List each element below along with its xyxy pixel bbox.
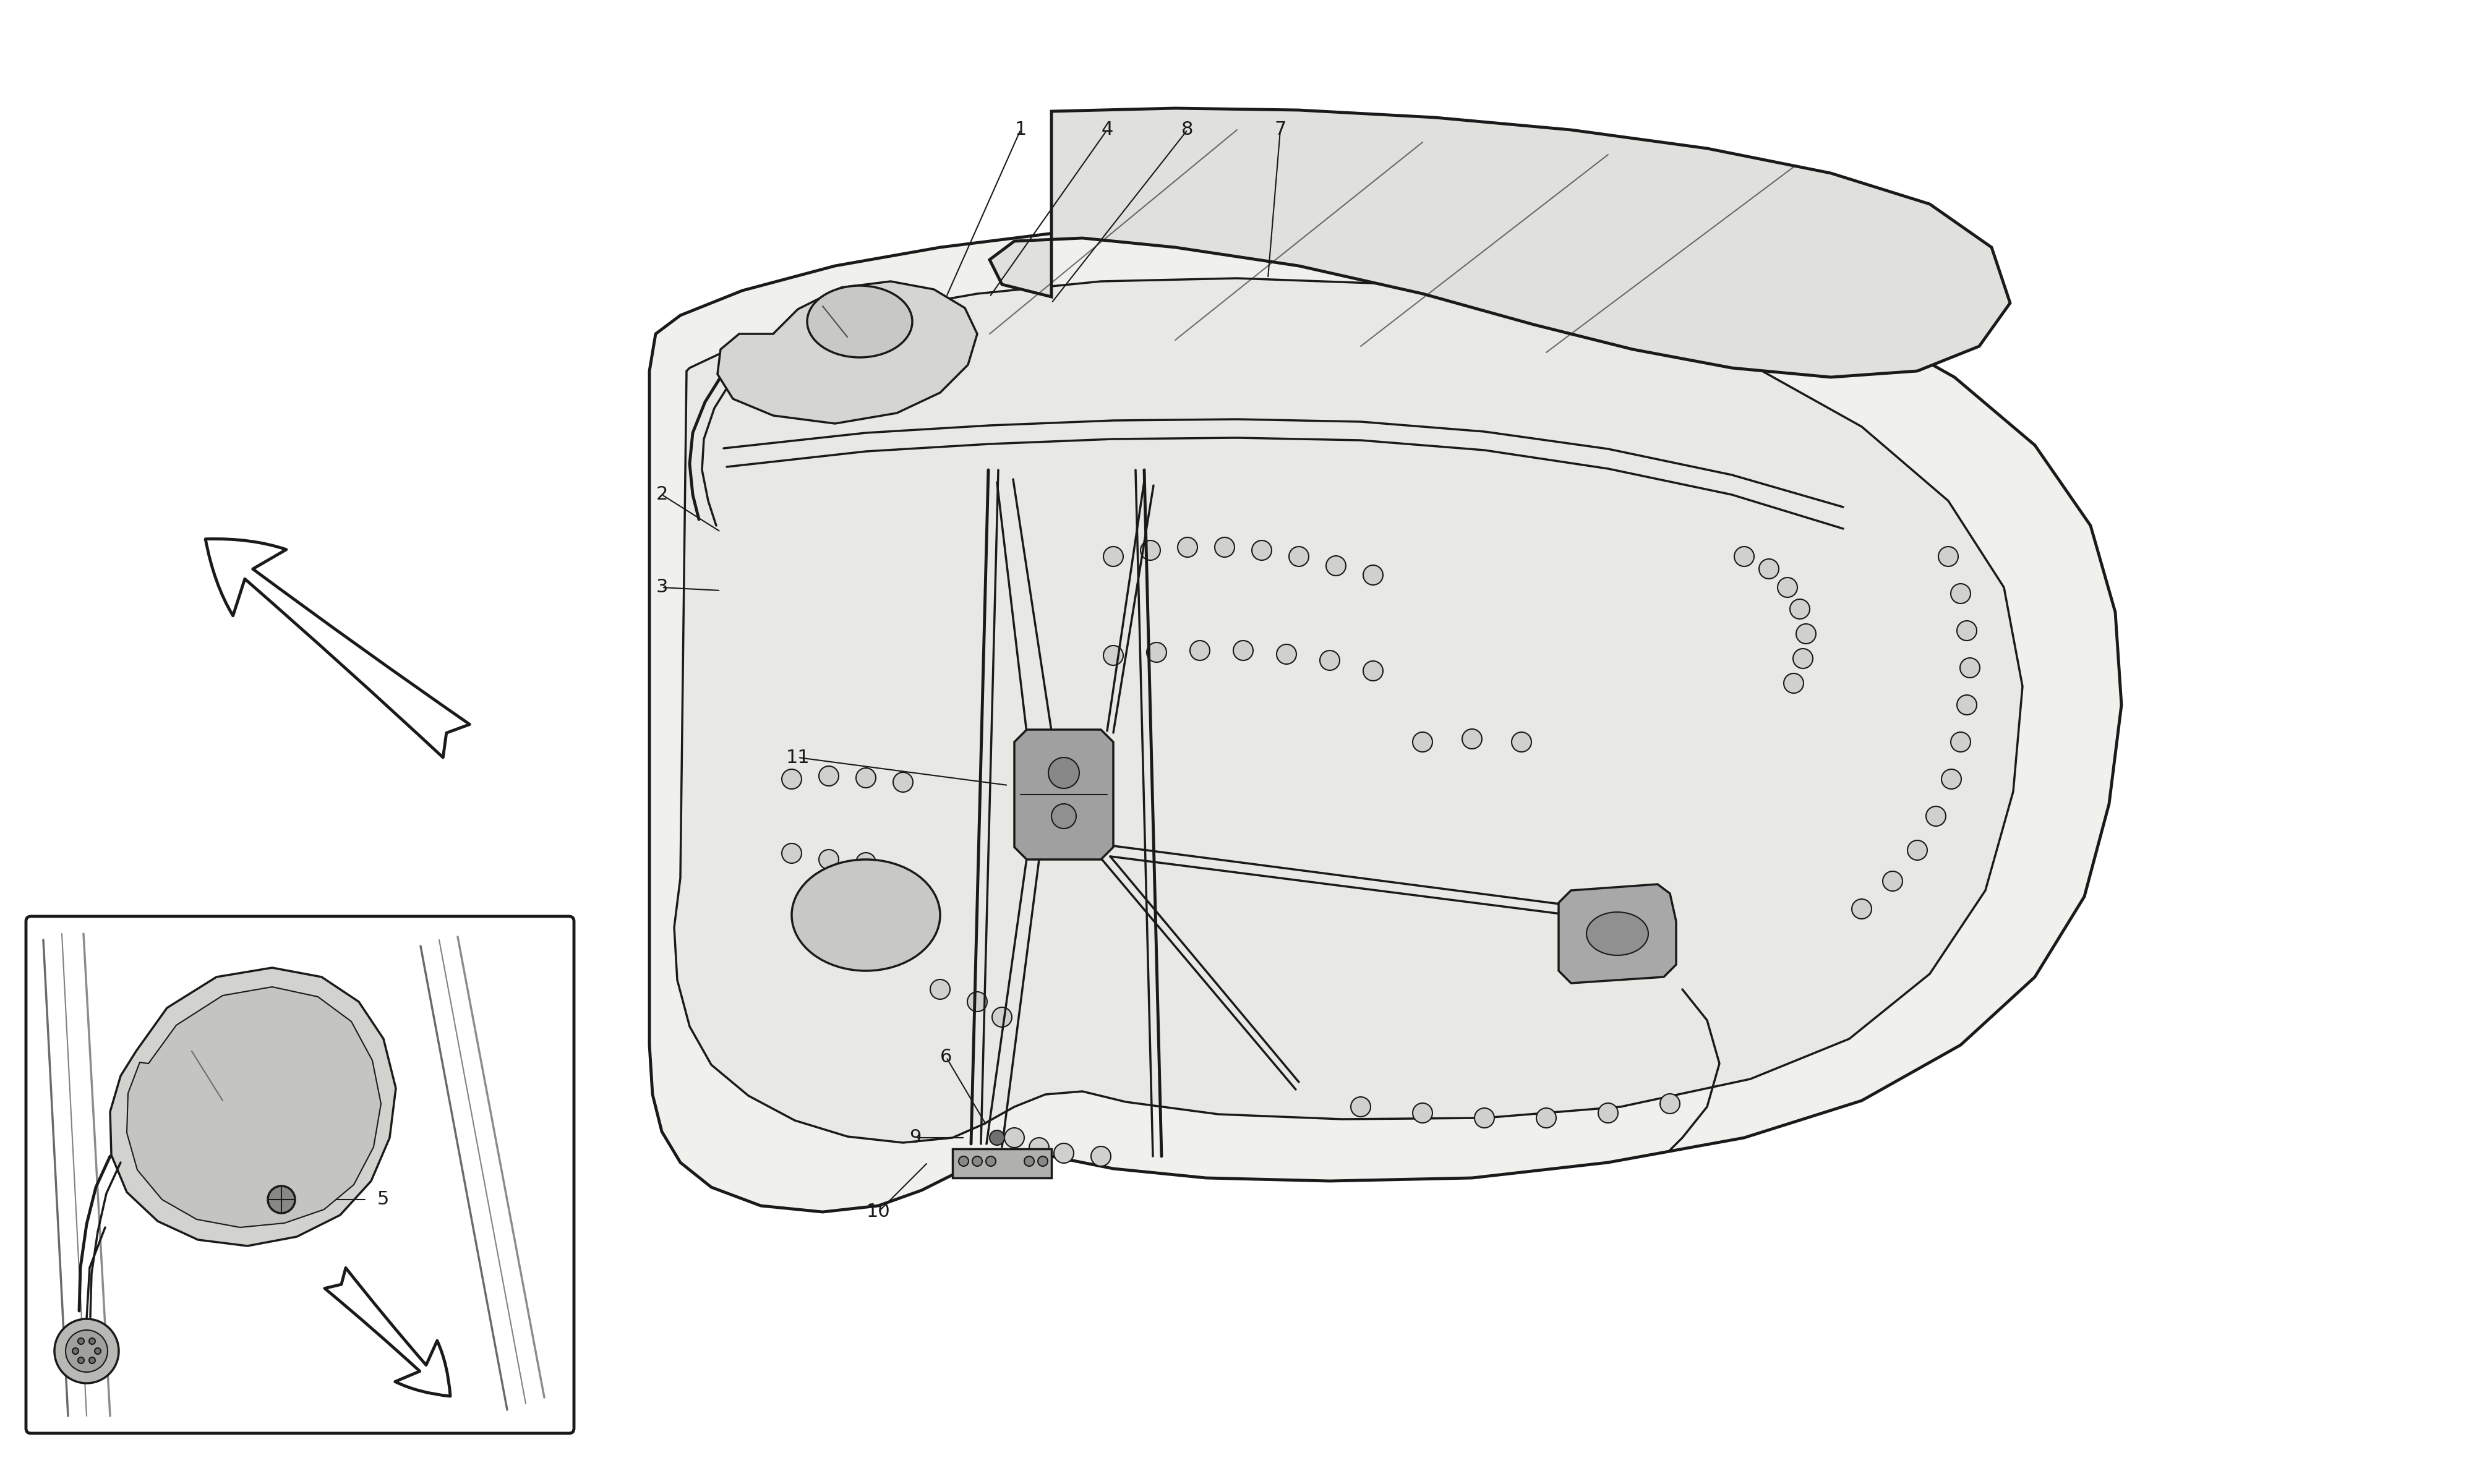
Circle shape [960, 1156, 970, 1166]
Circle shape [990, 1131, 1004, 1146]
Circle shape [1512, 732, 1531, 752]
Circle shape [1475, 1109, 1494, 1128]
Circle shape [1759, 559, 1779, 579]
Circle shape [54, 1319, 119, 1383]
Circle shape [1950, 732, 1969, 752]
Circle shape [1103, 646, 1123, 665]
Circle shape [64, 1330, 109, 1373]
Text: 6: 6 [940, 1048, 952, 1067]
FancyBboxPatch shape [25, 916, 574, 1434]
Circle shape [1141, 540, 1160, 559]
Circle shape [1413, 732, 1432, 752]
Text: 3: 3 [656, 579, 668, 597]
Circle shape [1363, 660, 1383, 681]
Text: 7: 7 [1274, 120, 1286, 139]
Circle shape [1091, 1146, 1111, 1166]
Circle shape [1049, 757, 1079, 788]
Circle shape [1178, 537, 1197, 556]
Polygon shape [990, 108, 2009, 377]
Circle shape [1940, 546, 1959, 567]
Polygon shape [1559, 884, 1677, 982]
Ellipse shape [807, 285, 913, 358]
Polygon shape [952, 1149, 1051, 1178]
Circle shape [1942, 769, 1962, 789]
Circle shape [782, 843, 802, 864]
Circle shape [1039, 1156, 1049, 1166]
Circle shape [819, 849, 839, 870]
Circle shape [1215, 537, 1235, 556]
Circle shape [1794, 649, 1813, 668]
Circle shape [1950, 583, 1969, 604]
Circle shape [1321, 650, 1341, 671]
Circle shape [1289, 546, 1309, 567]
Circle shape [1883, 871, 1903, 890]
Circle shape [819, 766, 839, 787]
Circle shape [94, 1347, 101, 1353]
Circle shape [967, 991, 987, 1012]
Circle shape [1536, 1109, 1556, 1128]
Text: 10: 10 [866, 1204, 891, 1221]
Circle shape [1851, 899, 1873, 919]
Circle shape [930, 979, 950, 999]
Text: 2: 2 [656, 485, 668, 503]
Circle shape [856, 769, 876, 788]
Circle shape [1351, 1097, 1371, 1116]
Circle shape [1925, 806, 1945, 827]
Circle shape [1796, 623, 1816, 644]
Text: 4: 4 [1101, 120, 1113, 139]
Circle shape [1413, 1103, 1432, 1123]
Circle shape [1957, 695, 1977, 715]
Text: 9: 9 [910, 1129, 920, 1147]
Circle shape [1029, 1138, 1049, 1158]
Circle shape [1103, 546, 1123, 567]
Circle shape [1232, 641, 1254, 660]
Text: 8: 8 [1183, 120, 1192, 139]
Polygon shape [648, 223, 2123, 1212]
Circle shape [1957, 620, 1977, 641]
Circle shape [1776, 577, 1796, 597]
Circle shape [1784, 674, 1804, 693]
Circle shape [1277, 644, 1296, 665]
Circle shape [1462, 729, 1482, 749]
Circle shape [1252, 540, 1272, 559]
Polygon shape [126, 987, 381, 1227]
Circle shape [1024, 1156, 1034, 1166]
Circle shape [992, 1008, 1012, 1027]
Circle shape [72, 1347, 79, 1353]
Polygon shape [673, 279, 2024, 1143]
Circle shape [1660, 1094, 1680, 1113]
Circle shape [1959, 657, 1979, 678]
Ellipse shape [792, 859, 940, 971]
Text: 1: 1 [1014, 120, 1027, 139]
Circle shape [985, 1156, 995, 1166]
Polygon shape [109, 968, 396, 1247]
Circle shape [893, 772, 913, 792]
Circle shape [1004, 1128, 1024, 1147]
Circle shape [1148, 643, 1168, 662]
Circle shape [972, 1156, 982, 1166]
Circle shape [1907, 840, 1927, 861]
Circle shape [89, 1339, 94, 1345]
Circle shape [1326, 556, 1346, 576]
Circle shape [79, 1339, 84, 1345]
Circle shape [1051, 804, 1076, 828]
Circle shape [782, 769, 802, 789]
Circle shape [89, 1358, 94, 1364]
Circle shape [267, 1186, 294, 1214]
Circle shape [1190, 641, 1210, 660]
Circle shape [1791, 600, 1811, 619]
Polygon shape [717, 282, 977, 423]
Text: 11: 11 [787, 748, 809, 766]
Polygon shape [1014, 730, 1113, 859]
Circle shape [1054, 1143, 1074, 1163]
Circle shape [1734, 546, 1754, 567]
Circle shape [856, 853, 876, 873]
Text: 5: 5 [376, 1190, 388, 1208]
Circle shape [1363, 565, 1383, 585]
Ellipse shape [1586, 913, 1648, 956]
Circle shape [1598, 1103, 1618, 1123]
Circle shape [79, 1358, 84, 1364]
